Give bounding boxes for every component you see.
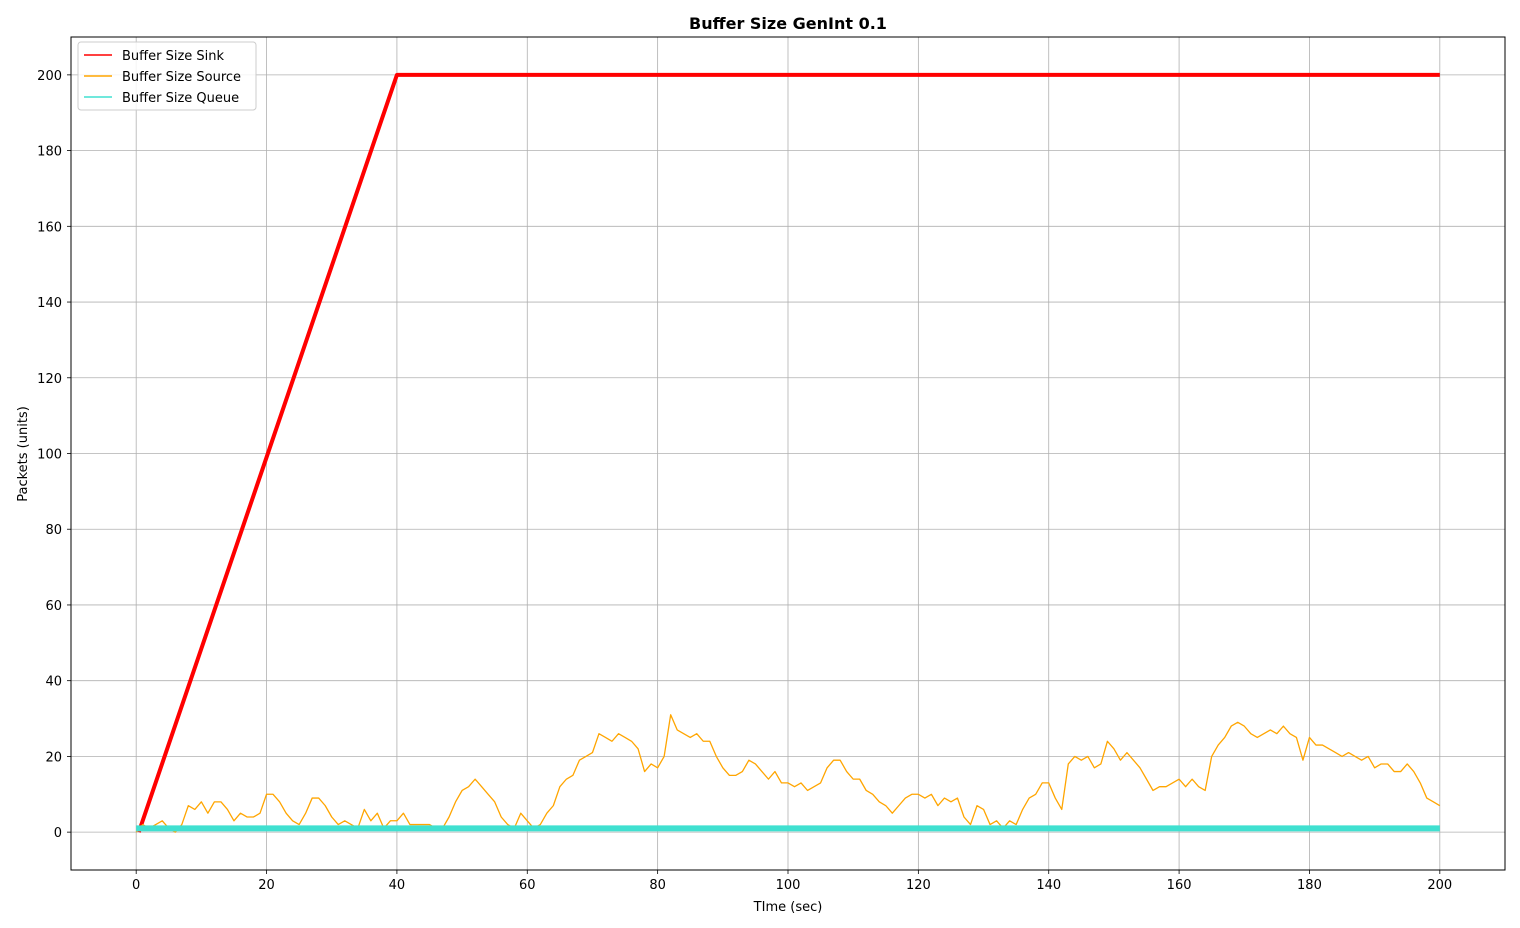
y-tick-label: 80 — [45, 523, 62, 538]
x-tick-label: 20 — [258, 878, 275, 893]
legend-box — [77, 41, 257, 111]
legend-label-sink: Buffer Size Sink — [122, 49, 225, 64]
x-tick-label: 80 — [649, 878, 666, 893]
y-axis-label: Packets (units) — [16, 406, 31, 502]
x-tick-label: 140 — [1036, 878, 1061, 893]
y-tick-label: 100 — [37, 448, 62, 463]
y-tick-label: 200 — [37, 69, 62, 84]
legend-label-queue: Buffer Size Queue — [122, 91, 239, 106]
grid — [71, 37, 1505, 870]
y-tick-label: 140 — [37, 296, 62, 311]
chart-title: Buffer Size GenInt 0.1 — [689, 14, 887, 33]
x-tick-label: 200 — [1427, 878, 1452, 893]
y-tick-label: 120 — [37, 372, 62, 387]
y-tick-label: 60 — [45, 599, 62, 614]
y-tick-label: 180 — [37, 145, 62, 160]
x-tick-label: 180 — [1297, 878, 1322, 893]
x-tick-label: 0 — [132, 878, 140, 893]
legend: Buffer Size Sink Buffer Size Source Buff… — [77, 41, 257, 111]
y-tick-label: 40 — [45, 675, 62, 690]
x-axis-ticks: 0 20 40 60 80 100 120 140 160 180 200 — [132, 870, 1452, 893]
x-axis-label: TIme (sec) — [753, 900, 823, 915]
plot-lines — [135, 72, 1441, 833]
x-tick-label: 100 — [776, 878, 801, 893]
x-tick-label: 60 — [519, 878, 536, 893]
x-tick-label: 120 — [906, 878, 931, 893]
y-axis-ticks: 0 20 40 60 80 100 120 140 160 180 200 — [37, 69, 71, 841]
y-tick-label: 160 — [37, 220, 62, 235]
x-tick-label: 160 — [1167, 878, 1192, 893]
legend-label-source: Buffer Size Source — [122, 70, 241, 85]
x-tick-label: 40 — [389, 878, 406, 893]
series-line-sink — [136, 72, 1440, 833]
y-tick-label: 20 — [45, 750, 62, 765]
y-tick-label: 0 — [54, 826, 62, 841]
